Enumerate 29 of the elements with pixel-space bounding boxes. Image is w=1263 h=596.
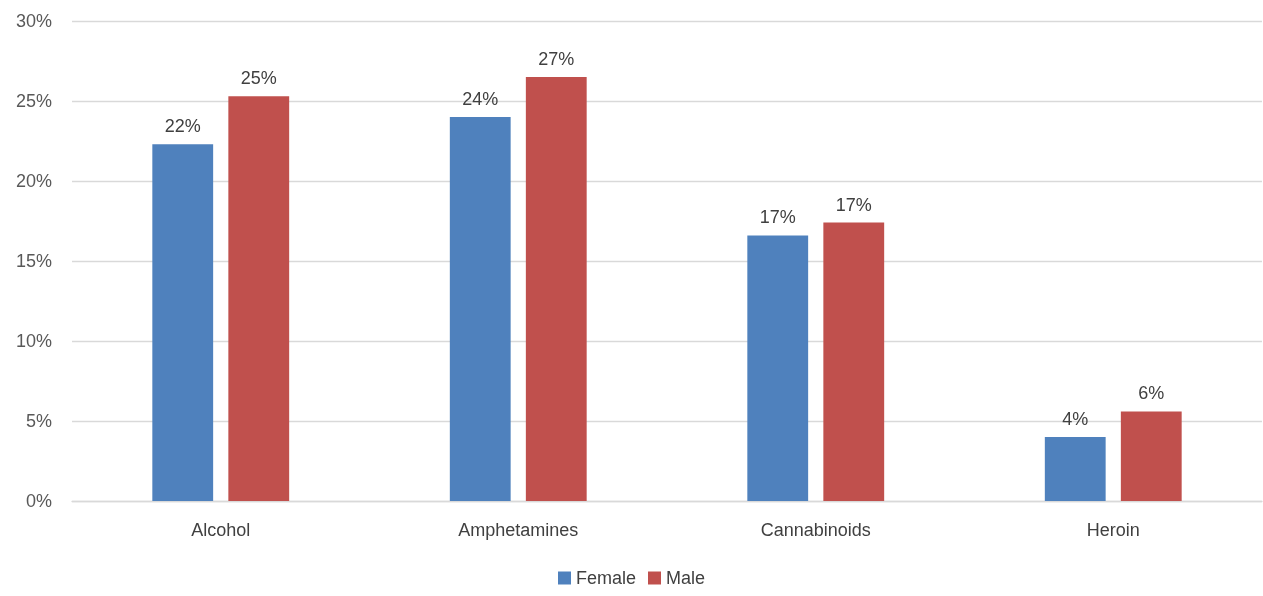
bar bbox=[525, 77, 587, 501]
y-tick-label: 25% bbox=[15, 91, 52, 111]
bar bbox=[152, 144, 214, 501]
x-tick-label: Amphetamines bbox=[458, 520, 579, 540]
x-tick-label: Alcohol bbox=[191, 520, 251, 540]
bar bbox=[747, 235, 809, 501]
y-tick-label: 10% bbox=[15, 331, 52, 351]
legend-label: Female bbox=[575, 568, 637, 588]
bar bbox=[1044, 437, 1106, 501]
legend-label: Male bbox=[666, 568, 706, 588]
bar bbox=[823, 222, 885, 501]
data-label: 25% bbox=[240, 68, 277, 89]
data-label: 4% bbox=[1062, 409, 1089, 429]
data-label: 6% bbox=[1138, 383, 1165, 404]
bar bbox=[449, 117, 511, 501]
data-label: 22% bbox=[164, 116, 201, 137]
bar bbox=[228, 96, 290, 501]
data-label: 17% bbox=[759, 207, 796, 228]
y-tick-label: 0% bbox=[25, 491, 52, 511]
x-tick-label: Cannabinoids bbox=[760, 520, 871, 540]
y-tick-label: 20% bbox=[15, 171, 52, 191]
bar bbox=[1120, 411, 1182, 501]
data-label: 17% bbox=[835, 194, 872, 215]
data-label: 27% bbox=[538, 49, 575, 69]
y-tick-label: 15% bbox=[15, 251, 52, 271]
y-tick-label: 5% bbox=[25, 411, 52, 431]
x-tick-label: Heroin bbox=[1086, 520, 1140, 540]
y-tick-label: 30% bbox=[15, 11, 52, 31]
data-label: 24% bbox=[462, 89, 499, 109]
